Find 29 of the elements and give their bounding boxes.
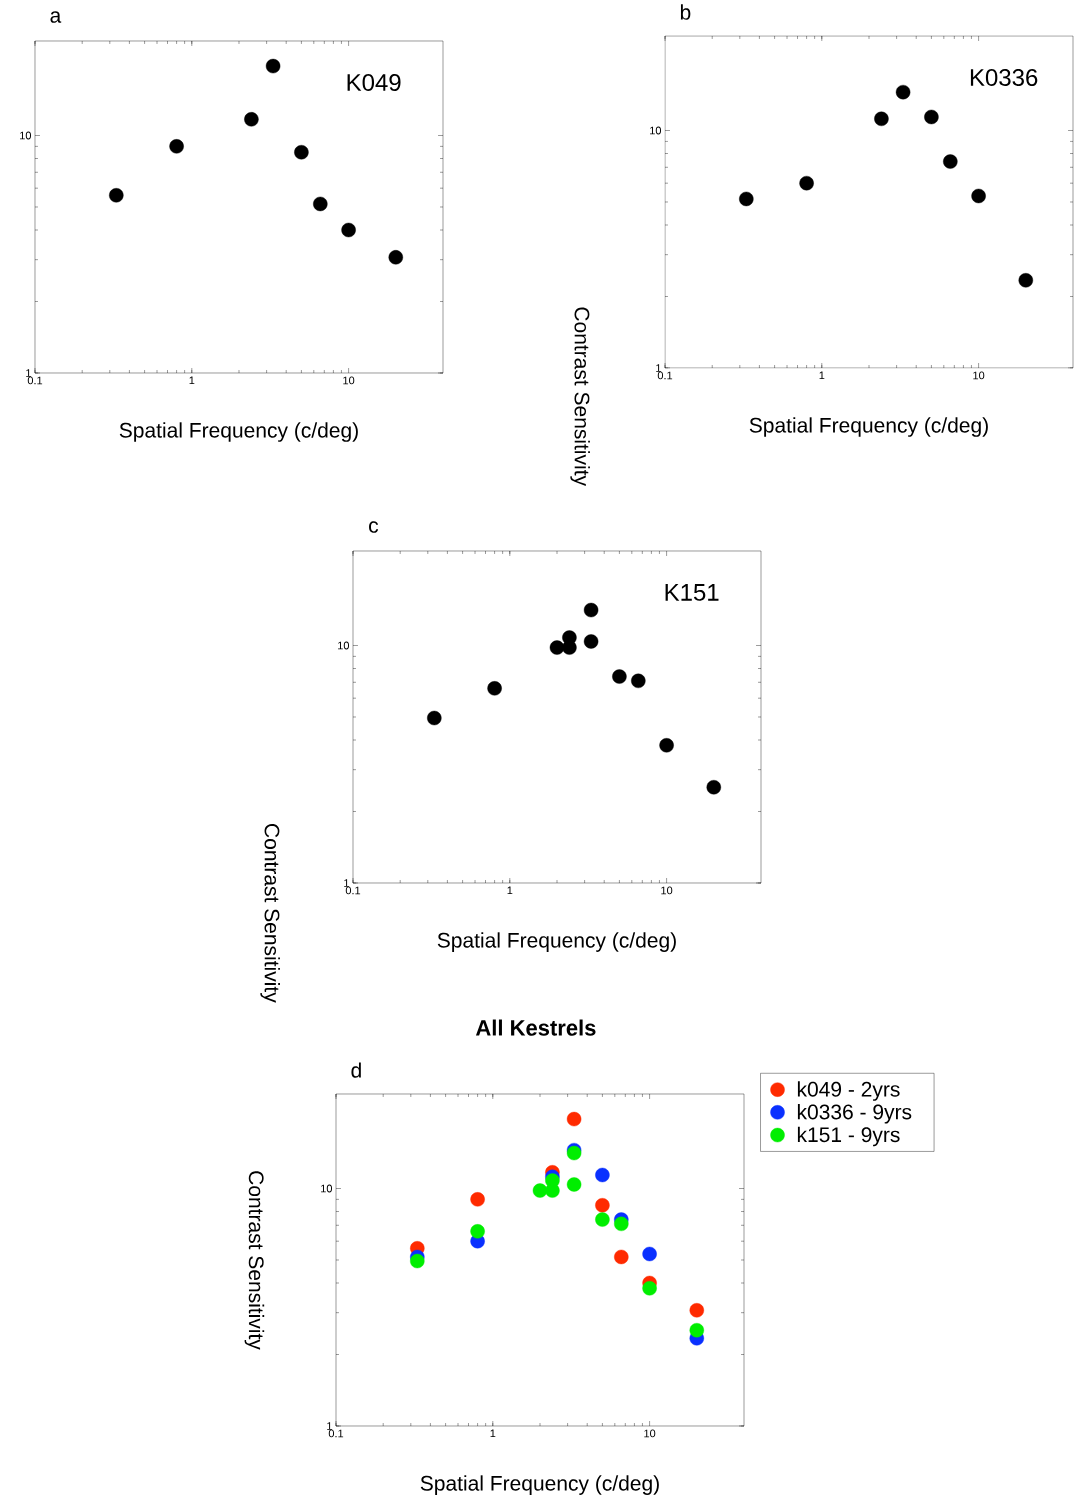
- y-axis-title: Contrast Sensitivity: [260, 824, 280, 1003]
- legend-label: K049: [347, 74, 401, 91]
- x-tick-label: 0.1: [345, 886, 361, 895]
- x-tick-label: 10: [644, 1429, 656, 1438]
- chart-subtitle: b: [680, 4, 691, 20]
- x-axis-title: Spatial Frequency (c/deg): [749, 417, 988, 437]
- legend-label: k151 - 9yrs: [797, 1126, 900, 1147]
- x-tick-label: 10: [973, 371, 985, 380]
- y-axis-title: Contrast Sensitivity: [244, 1171, 265, 1350]
- legend-label: K151: [665, 584, 719, 601]
- legend-label: K0336: [970, 69, 1038, 86]
- x-tick-label: 1: [490, 1429, 496, 1438]
- x-axis-title: Spatial Frequency (c/deg): [119, 422, 358, 442]
- x-tick-label: 0.1: [328, 1429, 344, 1438]
- x-axis-title: Spatial Frequency (c/deg): [420, 1475, 659, 1495]
- chart-subtitle: c: [369, 521, 379, 533]
- legend-label: k049 - 2yrs: [797, 1081, 900, 1101]
- x-tick-label: 0.1: [27, 376, 43, 385]
- y-axis-title: Contrast Sensitivity: [570, 307, 590, 486]
- x-tick-label: 0.1: [657, 371, 673, 380]
- x-tick-label: 1: [507, 886, 513, 895]
- legend-label: k0336 - 9yrs: [797, 1104, 912, 1124]
- chart-subtitle: a: [50, 11, 62, 23]
- x-tick-label: 1: [819, 371, 825, 380]
- x-tick-label: 10: [661, 886, 673, 895]
- x-axis-title: Spatial Frequency (c/deg): [437, 932, 676, 952]
- chart-subtitle: d: [351, 1062, 361, 1078]
- x-tick-label: 1: [189, 376, 195, 385]
- chart-title: All Kestrels: [475, 1019, 596, 1036]
